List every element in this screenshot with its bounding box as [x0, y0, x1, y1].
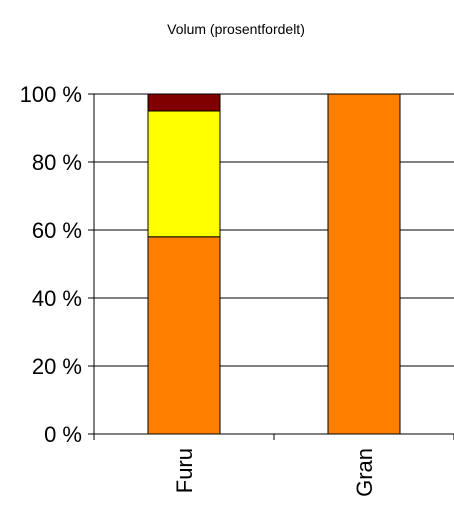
y-tick-label: 100 % — [20, 82, 82, 107]
bar-segment-furu-1 — [147, 110, 221, 238]
bar-segment-furu-2 — [147, 93, 221, 112]
x-tick-label: Gran — [352, 448, 377, 497]
y-tick-label: 60 % — [32, 218, 82, 243]
y-tick-label: 0 % — [44, 422, 82, 447]
y-tick-label: 20 % — [32, 354, 82, 379]
y-tick-label: 40 % — [32, 286, 82, 311]
x-tick-label: Furu — [172, 448, 197, 493]
chart-title: Volum (prosentfordelt) — [167, 21, 305, 37]
y-tick-label: 80 % — [32, 150, 82, 175]
bar-segment-gran-0 — [327, 93, 401, 435]
bar-segment-furu-0 — [147, 236, 221, 435]
